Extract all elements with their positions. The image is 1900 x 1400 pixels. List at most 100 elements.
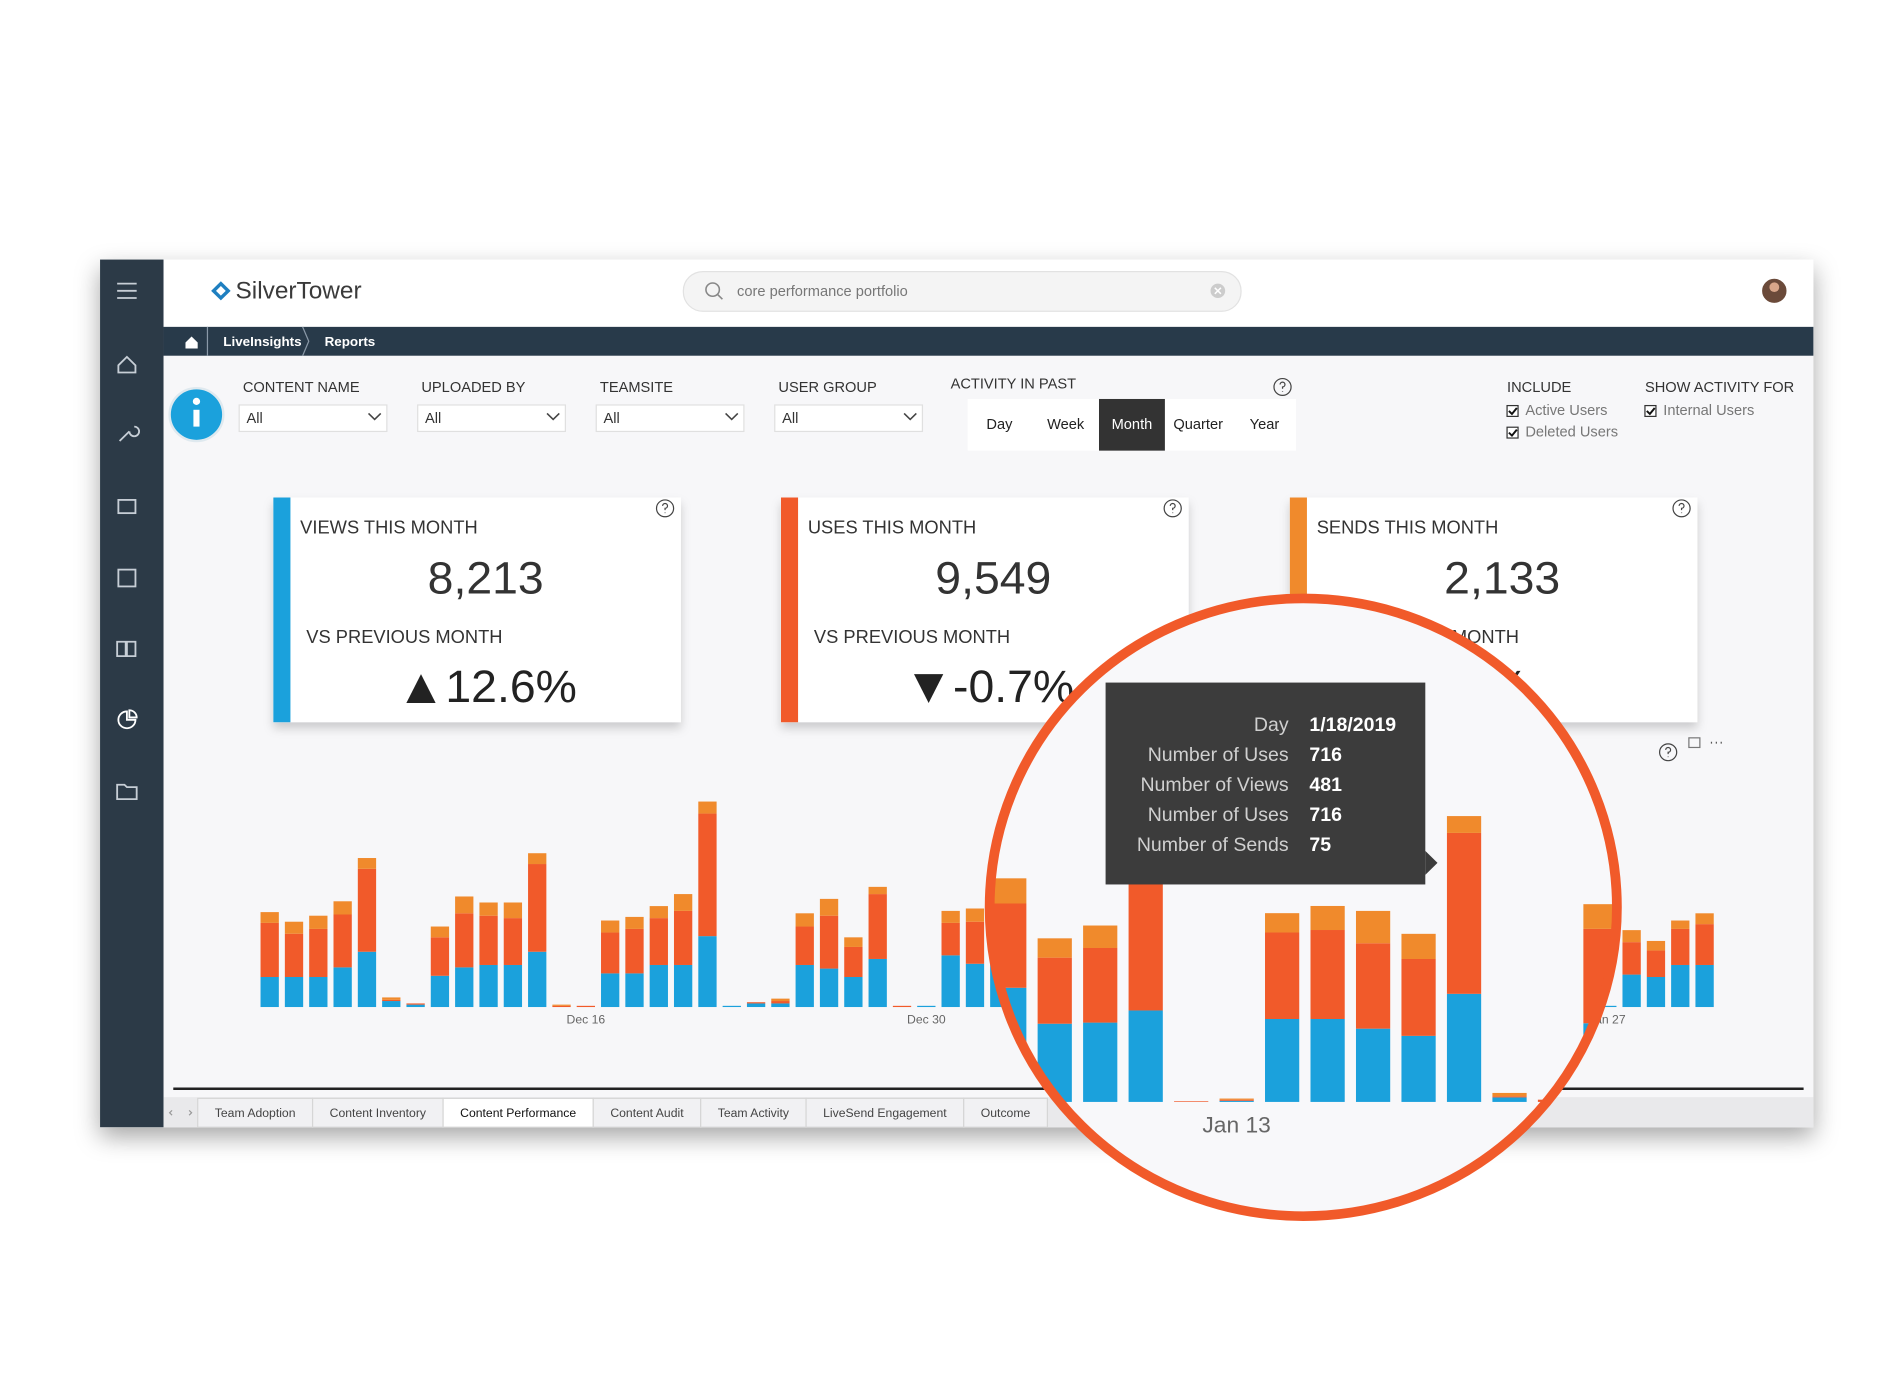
- tab-label[interactable]: LiveSend Engagement: [823, 1106, 947, 1120]
- breadcrumb-item[interactable]: Reports: [325, 334, 376, 349]
- tools-icon[interactable]: [118, 425, 140, 442]
- bar-segment: [649, 964, 668, 1008]
- help-glyph: [1169, 502, 1176, 514]
- bar-segment: [771, 1003, 790, 1008]
- tab[interactable]: [442, 1097, 594, 1128]
- search-icon-handle: [716, 293, 723, 300]
- checkbox[interactable]: [1506, 404, 1519, 417]
- bar-segment: [1646, 940, 1666, 951]
- checkbox-label[interactable]: Active Users: [1525, 403, 1607, 419]
- bar-segment: [746, 1002, 766, 1004]
- x-tick-label: Dec 30: [907, 1013, 946, 1027]
- filter-dropdown[interactable]: [774, 404, 924, 433]
- help-icon[interactable]: [655, 499, 675, 518]
- bar-segment: [722, 1005, 741, 1008]
- help-icon[interactable]: [1672, 499, 1691, 518]
- bar-segment: [382, 997, 401, 1000]
- bar-segment: [1671, 920, 1690, 929]
- tab-label[interactable]: Team Activity: [718, 1106, 790, 1120]
- filter-dropdown[interactable]: [595, 404, 745, 433]
- bar-segment: [528, 853, 547, 865]
- x-tick-label: Dec 16: [567, 1013, 606, 1027]
- bar-segment: [406, 1004, 425, 1008]
- tab[interactable]: [592, 1097, 702, 1128]
- checkbox-label[interactable]: Deleted Users: [1525, 425, 1618, 441]
- menu-icon[interactable]: [117, 282, 137, 299]
- kpi-title: SENDS THIS MONTH: [1317, 518, 1499, 538]
- activity-option[interactable]: Quarter: [1173, 417, 1223, 433]
- tab-label[interactable]: Outcome: [981, 1106, 1031, 1120]
- filter-dropdown[interactable]: [417, 404, 566, 433]
- tooltip-label: Number of Uses: [1148, 744, 1289, 766]
- search-box[interactable]: [682, 270, 1242, 312]
- chart-help-glyph: [1665, 746, 1672, 758]
- bar-segment: [430, 937, 450, 976]
- activity-option[interactable]: Month: [1112, 417, 1153, 433]
- bar-segment: [601, 932, 620, 974]
- filter-value[interactable]: All: [425, 411, 441, 427]
- tab[interactable]: [311, 1097, 444, 1128]
- dropdown-chevron: [725, 412, 739, 421]
- filters: CONTENT NAME All UPLOADED BY All TEAMSITE All…: [238, 376, 1794, 451]
- bar-segment: [357, 858, 377, 869]
- bar-segment: [795, 926, 814, 965]
- bar-segment: [260, 976, 279, 1008]
- kpi-value: 8,213: [428, 552, 544, 604]
- tab-label[interactable]: Content Inventory: [330, 1106, 427, 1120]
- home-icon[interactable]: [117, 355, 137, 374]
- filter-value[interactable]: All: [782, 411, 798, 427]
- kpi-compare-label: VS PREVIOUS MONTH: [306, 627, 502, 647]
- bar-segment: [819, 915, 839, 969]
- search-text[interactable]: core performance portfolio: [737, 284, 908, 300]
- help-icon[interactable]: [1273, 377, 1292, 396]
- logo-mark-inner: [215, 286, 226, 296]
- dropdown-chevron: [546, 412, 560, 421]
- activity-option[interactable]: Day: [986, 417, 1013, 433]
- tab[interactable]: [963, 1097, 1048, 1128]
- folder-icon[interactable]: [116, 783, 138, 801]
- briefcase-icon[interactable]: [117, 499, 137, 515]
- analytics-icon[interactable]: [117, 709, 138, 730]
- checkbox-label[interactable]: Internal Users: [1663, 403, 1754, 419]
- activity-option[interactable]: Year: [1250, 417, 1280, 433]
- tooltip-value: 75: [1309, 834, 1331, 856]
- bar-segment: [965, 921, 985, 964]
- bar-segment: [455, 896, 474, 914]
- kpi-accent: [273, 497, 291, 723]
- bar-segment: [382, 1001, 401, 1008]
- tab-label[interactable]: Content Audit: [610, 1106, 684, 1120]
- tab[interactable]: [805, 1097, 965, 1128]
- tab-label[interactable]: Team Adoption: [215, 1106, 296, 1120]
- tooltip-value: 1/18/2019: [1309, 714, 1396, 736]
- tab-scroll-arrows[interactable]: [168, 1109, 193, 1116]
- breadcrumb-item[interactable]: LiveInsights: [223, 334, 301, 349]
- checkbox[interactable]: [1506, 426, 1519, 439]
- bar-segment: [771, 1001, 790, 1004]
- breadcrumb-home[interactable]: [185, 336, 198, 349]
- tooltip-label: Number of Views: [1140, 774, 1288, 796]
- activity-option[interactable]: Week: [1047, 417, 1085, 433]
- checkbox[interactable]: [1644, 404, 1657, 417]
- bar-segment: [771, 998, 790, 1002]
- breadcrumb-separator: [206, 326, 310, 356]
- book-icon[interactable]: [116, 640, 137, 658]
- filter-value[interactable]: All: [604, 411, 620, 427]
- help-glyph: [662, 502, 669, 514]
- tab-label[interactable]: Content Performance: [460, 1106, 576, 1120]
- bar-segment: [479, 915, 498, 965]
- bar-segment: [625, 928, 644, 974]
- filter-dropdown[interactable]: [238, 404, 388, 433]
- report-icon[interactable]: [117, 568, 137, 588]
- tooltip-arrow: [1425, 850, 1438, 875]
- bar-segment: [503, 902, 523, 919]
- help-icon[interactable]: [1163, 499, 1182, 518]
- focus-icon[interactable]: [1688, 737, 1701, 749]
- chart-help-icon[interactable]: [1658, 743, 1678, 762]
- help-glyph: [1678, 502, 1685, 514]
- kpi-title: USES THIS MONTH: [808, 518, 976, 538]
- filter-value[interactable]: All: [246, 411, 262, 427]
- checkbox-check: [1508, 407, 1518, 416]
- bar-segment: [455, 967, 474, 1008]
